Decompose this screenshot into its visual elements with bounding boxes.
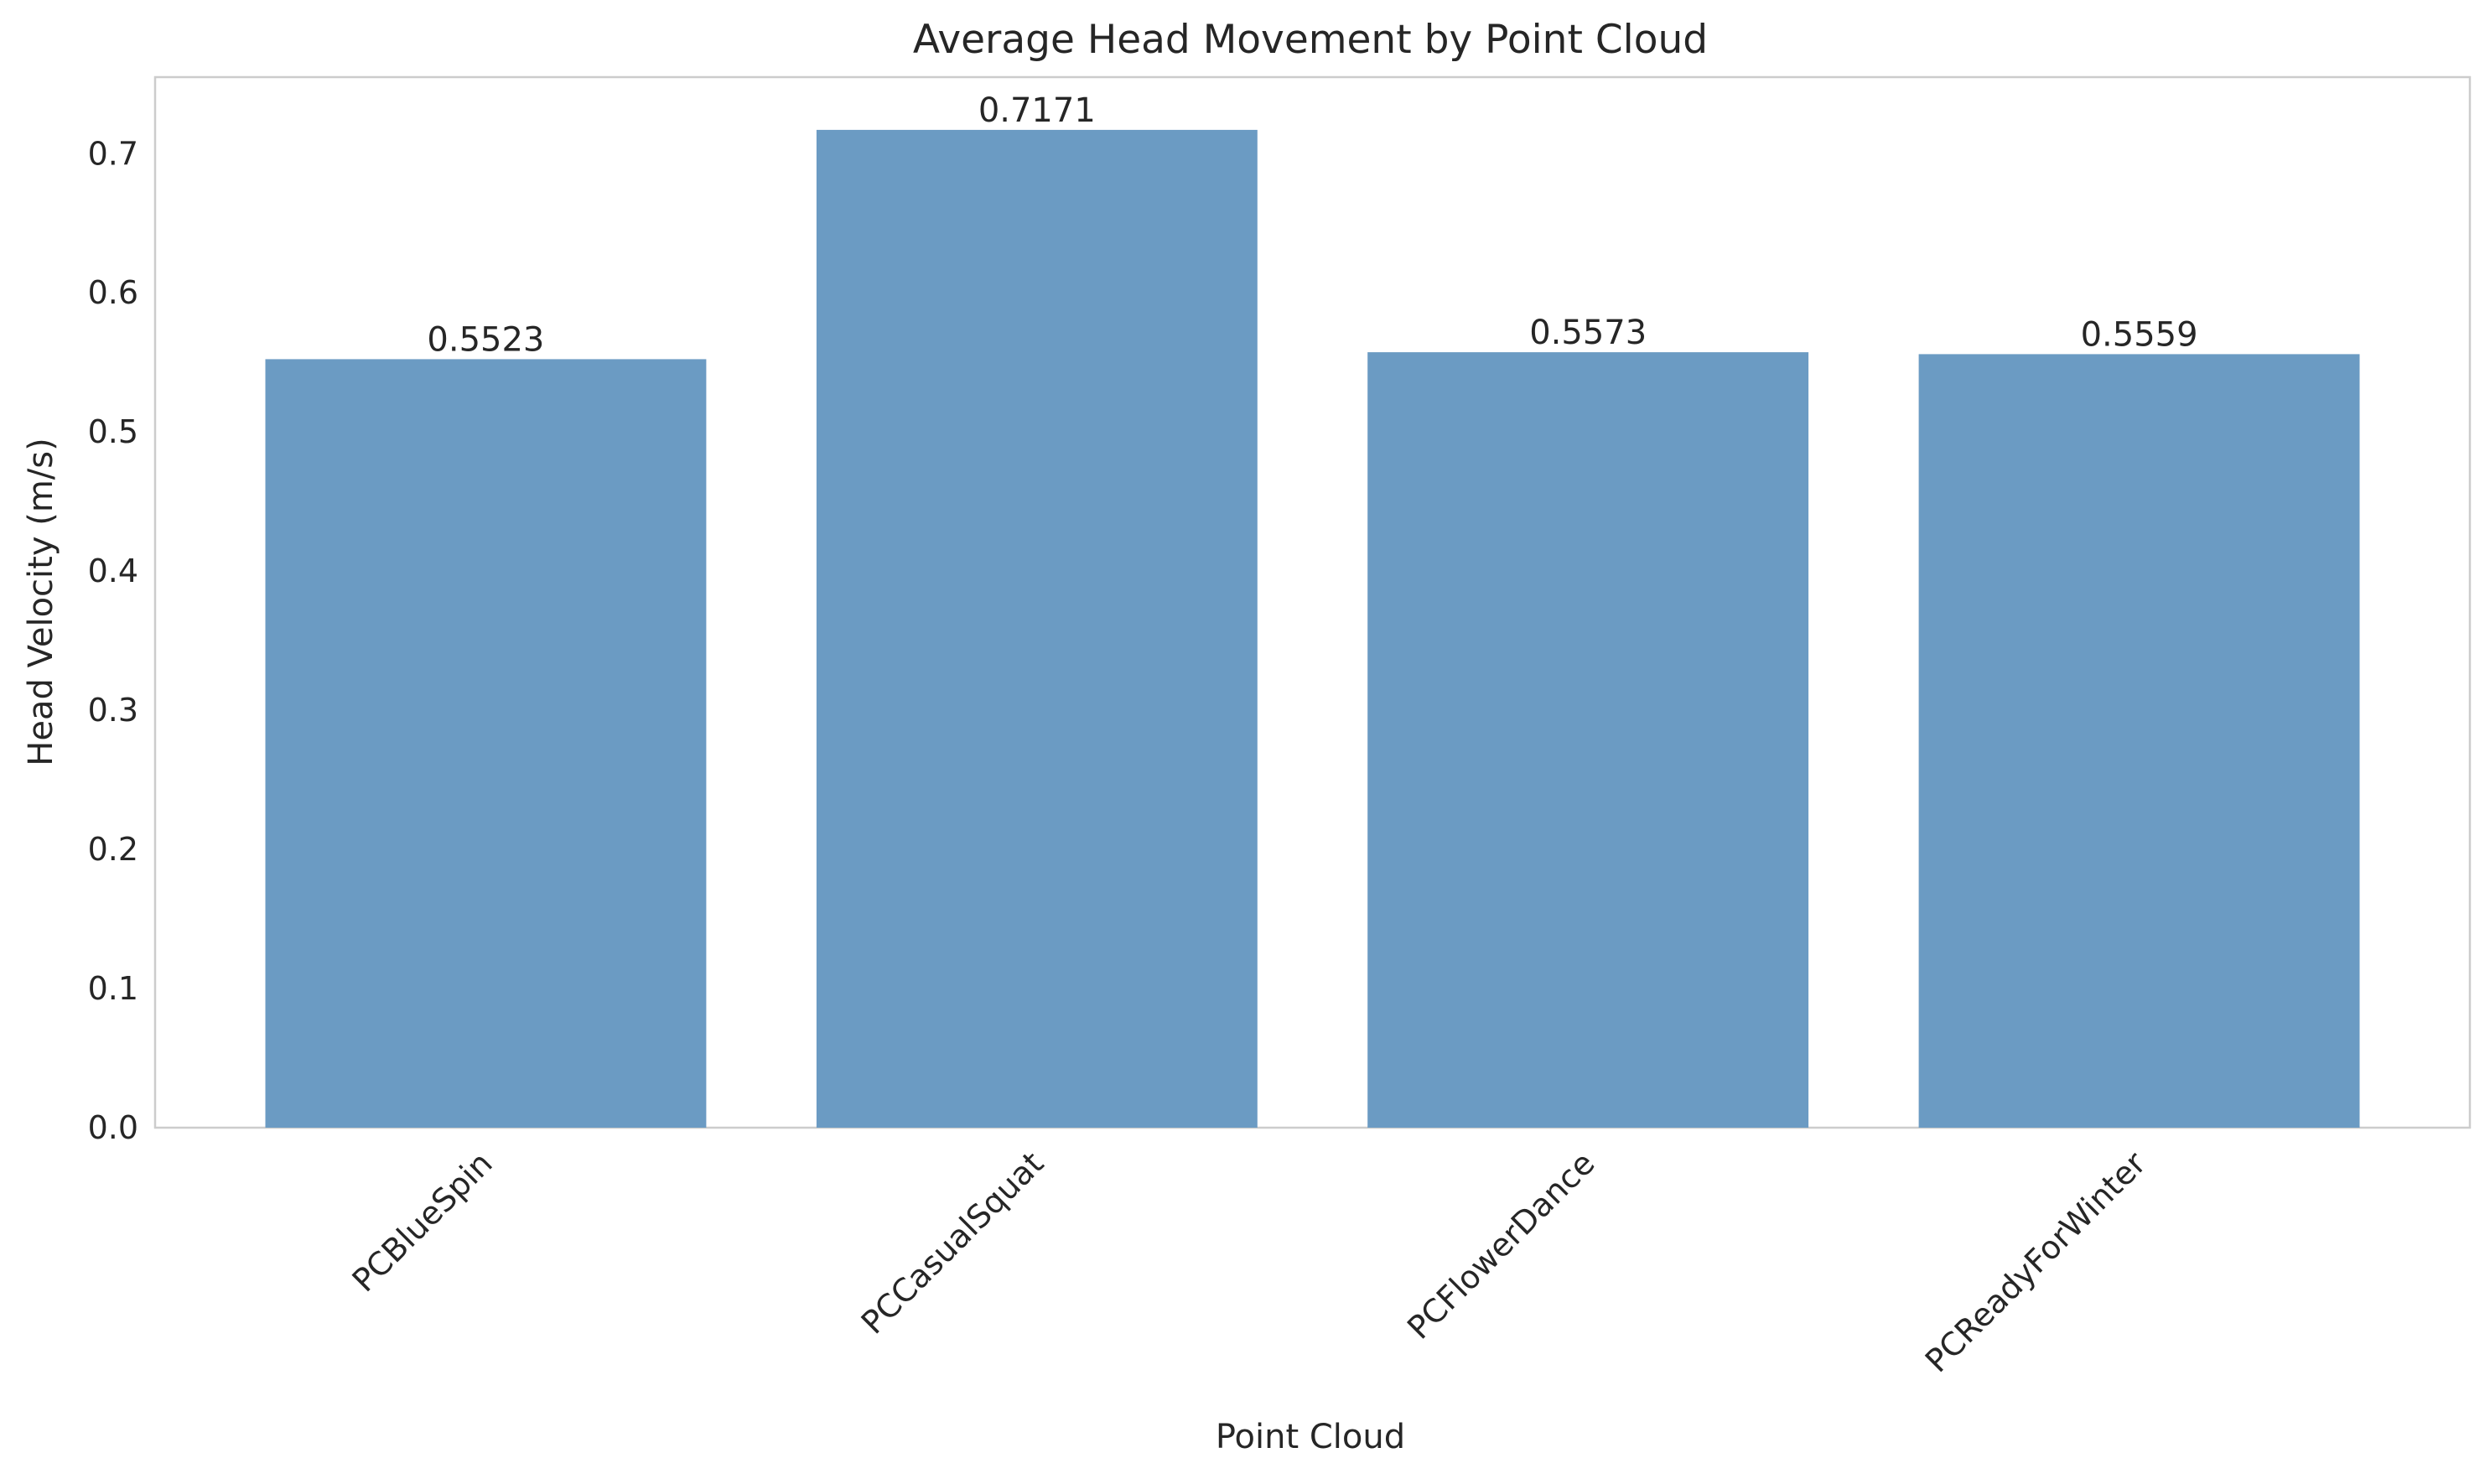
y-tick-label: 0.2: [88, 831, 138, 868]
y-tick-label: 0.6: [88, 274, 138, 311]
y-tick-label: 0.0: [88, 1109, 138, 1146]
x-axis-label: Point Cloud: [1216, 1418, 1405, 1456]
chart-title: Average Head Movement by Point Cloud: [913, 17, 1708, 63]
bar-value-label: 0.5523: [427, 320, 544, 359]
y-axis-label: Head Velocity (m/s): [22, 438, 60, 765]
bar-value-label: 0.5559: [2081, 315, 2198, 354]
bar-PCReadyForWinter: [1918, 354, 2360, 1128]
plot-area: [153, 75, 2472, 1129]
y-tick-label: 0.4: [88, 553, 138, 589]
bar-PCCasualSquat: [816, 129, 1258, 1128]
x-tick-label: PCCasualSquat: [854, 1144, 1050, 1341]
bars-group: [265, 129, 2360, 1129]
y-tick-label: 0.3: [88, 692, 138, 729]
y-tick-label: 0.5: [88, 413, 138, 450]
bar-value-label: 0.7171: [978, 91, 1096, 130]
y-axis-ticks: 0.0 0.1 0.2 0.3 0.4 0.5 0.6 0.7: [88, 135, 138, 1146]
bar-PCFlowerDance: [1367, 352, 1809, 1129]
y-tick-label: 0.7: [88, 135, 138, 172]
bar-value-label: 0.5573: [1529, 314, 1647, 352]
x-axis-ticks: PCBlueSpin PCCasualSquat PCFlowerDance PCRe…: [345, 1144, 2154, 1379]
x-tick-label: PCFlowerDance: [1400, 1144, 1601, 1346]
bar-value-labels: 0.5523 0.7171 0.5573 0.5559: [427, 91, 2197, 360]
x-tick-label: PCBlueSpin: [345, 1144, 500, 1299]
bar-PCBlueSpin: [265, 359, 707, 1128]
y-tick-label: 0.1: [88, 970, 138, 1007]
x-tick-label: PCReadyForWinter: [1918, 1144, 2153, 1379]
